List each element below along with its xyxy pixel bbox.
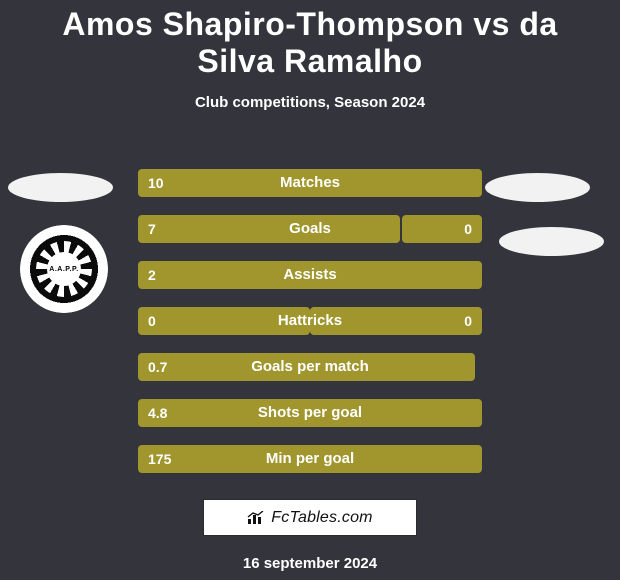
stat-row: Goals per match0.7 bbox=[0, 344, 620, 390]
bar-left bbox=[138, 261, 482, 289]
bar-left bbox=[138, 445, 482, 473]
stat-row: Matches10 bbox=[0, 160, 620, 206]
bar-left bbox=[138, 353, 475, 381]
stat-row: Assists2 bbox=[0, 252, 620, 298]
bar-right bbox=[310, 307, 482, 335]
bar-right bbox=[402, 215, 482, 243]
comparison-chart: Matches10Goals70Assists2Hattricks00Goals… bbox=[0, 160, 620, 482]
bar-left bbox=[138, 399, 482, 427]
stat-row: Shots per goal4.8 bbox=[0, 390, 620, 436]
source-badge: FcTables.com bbox=[203, 499, 417, 536]
subtitle: Club competitions, Season 2024 bbox=[0, 94, 620, 111]
bar-left bbox=[138, 169, 482, 197]
bar-left bbox=[138, 307, 310, 335]
page-title: Amos Shapiro-Thompson vs da Silva Ramalh… bbox=[0, 0, 620, 80]
footer-date: 16 september 2024 bbox=[0, 555, 620, 572]
stat-row: Min per goal175 bbox=[0, 436, 620, 482]
source-text: FcTables.com bbox=[271, 509, 372, 527]
chart-icon bbox=[247, 511, 265, 525]
stat-row: Hattricks00 bbox=[0, 298, 620, 344]
bar-left bbox=[138, 215, 400, 243]
stat-row: Goals70 bbox=[0, 206, 620, 252]
